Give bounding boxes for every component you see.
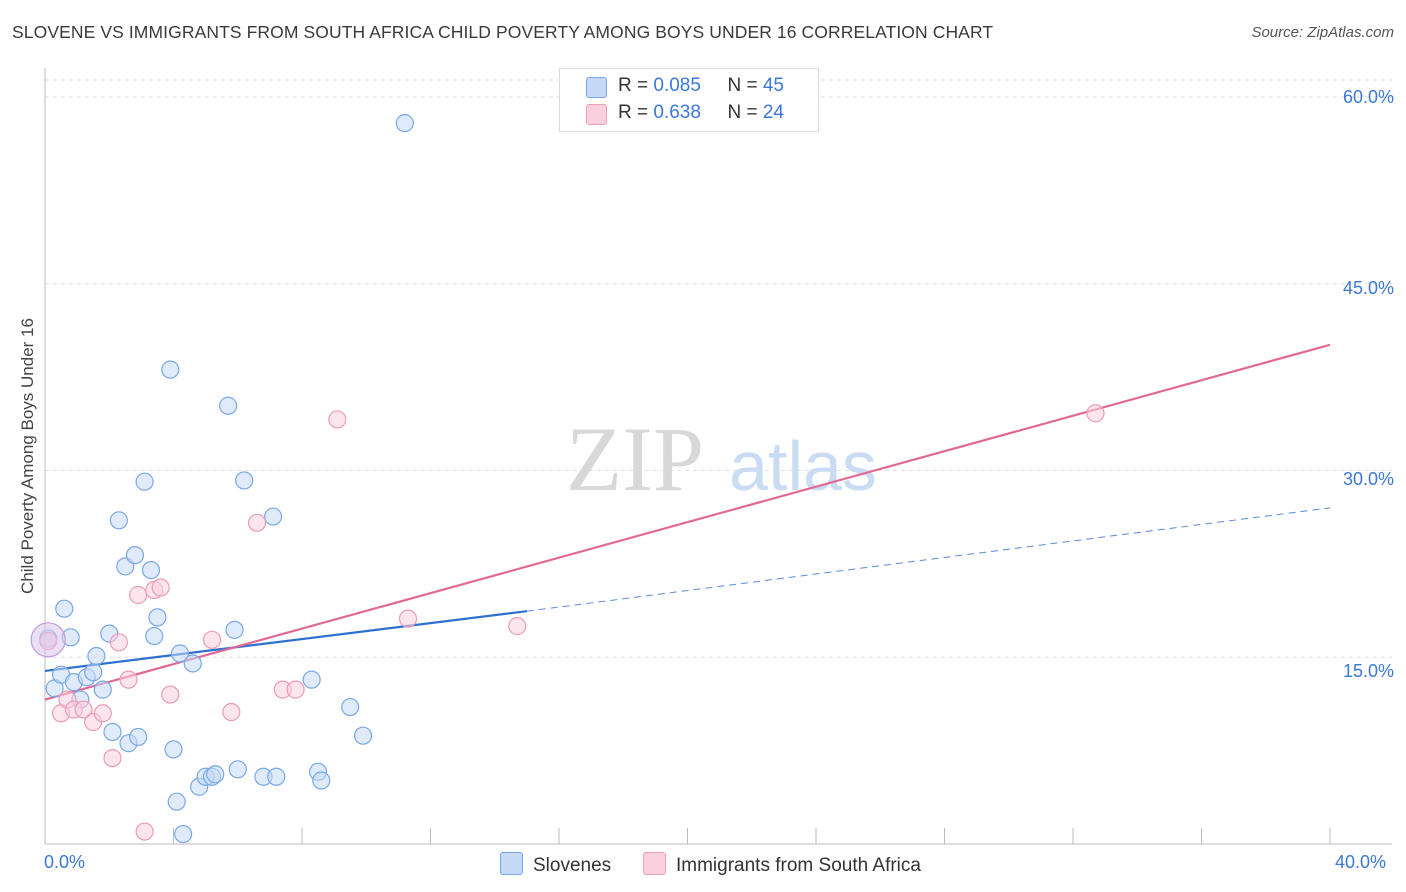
point-slovenes <box>84 663 103 682</box>
bottom-legend-label-south-africa: Immigrants from South Africa <box>676 855 921 876</box>
point-south-africa <box>103 748 122 768</box>
point-slovenes <box>219 396 238 415</box>
bottom-legend-south-africa: Immigrants from South Africa <box>643 852 921 876</box>
gridlines <box>45 79 1392 658</box>
point-slovenes <box>174 824 193 844</box>
point-slovenes <box>55 599 74 618</box>
point-south-africa <box>286 680 305 699</box>
legend-n-label: N = <box>727 75 763 96</box>
bottom-legend-swatch-south-africa <box>643 852 666 875</box>
point-south-africa <box>1086 404 1105 423</box>
point-slovenes <box>167 792 186 811</box>
point-south-africa <box>508 617 527 636</box>
correlation-legend: R = 0.085 N = 45 R = 0.638 N = 24 <box>559 68 819 132</box>
point-slovenes <box>125 546 145 565</box>
legend-r-value: 0.638 <box>653 102 701 123</box>
point-slovenes <box>93 680 112 699</box>
point-south-africa <box>222 702 241 722</box>
point-south-africa <box>161 685 180 704</box>
y-tick-label-15: 15.0% <box>1342 661 1394 681</box>
point-south-africa <box>93 704 112 723</box>
point-slovenes <box>302 670 321 689</box>
legend-row-slovenes: R = 0.085 N = 45 <box>618 75 784 97</box>
trendline-south-africa <box>44 343 1331 701</box>
point-slovenes <box>395 114 414 133</box>
source-label: Source: ZipAtlas.com <box>1251 24 1394 41</box>
point-south-africa <box>328 410 347 429</box>
point-slovenes <box>148 608 167 627</box>
point-south-africa <box>119 670 138 689</box>
point-slovenes <box>135 472 154 491</box>
point-slovenes <box>145 626 164 646</box>
watermark-atlas: atlas <box>729 427 877 505</box>
x-tick-label-max: 40.0% <box>1335 852 1387 872</box>
legend-n-value: 45 <box>762 75 784 96</box>
bottom-legend-label-slovenes: Slovenes <box>533 855 612 876</box>
bottom-legend-slovenes: Slovenes <box>500 852 611 876</box>
watermark-zip: ZIP <box>566 408 704 510</box>
axes <box>44 68 1392 845</box>
chart-title: SLOVENE VS IMMIGRANTS FROM SOUTH AFRICA … <box>12 22 994 42</box>
legend-row-south-africa: R = 0.638 N = 24 <box>618 102 784 124</box>
y-tick-label-60: 60.0% <box>1342 87 1394 107</box>
point-slovenes <box>341 697 360 717</box>
legend-r-label: R = <box>618 102 654 123</box>
point-slovenes <box>235 471 254 490</box>
legend-n-label: N = <box>727 102 763 123</box>
x-tick-label-min: 0.0% <box>44 852 86 872</box>
legend-r-value: 0.085 <box>653 75 701 96</box>
data-points <box>30 114 1105 844</box>
point-slovenes <box>353 726 373 745</box>
y-tick-label-30: 30.0% <box>1342 469 1394 489</box>
point-south-africa <box>151 578 170 597</box>
point-slovenes <box>228 760 247 779</box>
point-slovenes <box>263 507 283 526</box>
point-south-africa <box>247 513 267 532</box>
point-south-africa <box>74 700 93 719</box>
point-south-africa <box>135 822 154 841</box>
point-slovenes <box>225 620 244 639</box>
point-slovenes <box>164 740 183 759</box>
point-south-africa <box>129 585 148 605</box>
point-slovenes <box>170 644 190 663</box>
legend-swatch-slovenes <box>586 77 607 98</box>
trendline-slovenes-extension <box>526 507 1331 612</box>
point-slovenes <box>129 727 148 747</box>
legend-n-value: 24 <box>762 102 784 123</box>
point-slovenes <box>109 511 128 530</box>
point-slovenes <box>267 767 286 786</box>
point-slovenes <box>103 722 122 742</box>
y-tick-label-45: 45.0% <box>1342 278 1394 298</box>
trendlines <box>44 343 1331 701</box>
bottom-legend-swatch-slovenes <box>500 852 523 875</box>
point-slovenes <box>312 771 331 790</box>
point-south-africa <box>109 633 128 652</box>
point-cluster <box>30 622 66 658</box>
point-slovenes <box>87 646 106 666</box>
point-slovenes <box>206 765 225 784</box>
legend-r-label: R = <box>618 75 654 96</box>
legend-swatch-south-africa <box>586 104 607 125</box>
point-slovenes <box>161 360 180 379</box>
point-south-africa <box>202 630 222 649</box>
trendline-slovenes <box>44 610 528 673</box>
point-south-africa <box>398 609 418 628</box>
point-slovenes <box>141 560 161 580</box>
point-slovenes <box>183 654 202 673</box>
